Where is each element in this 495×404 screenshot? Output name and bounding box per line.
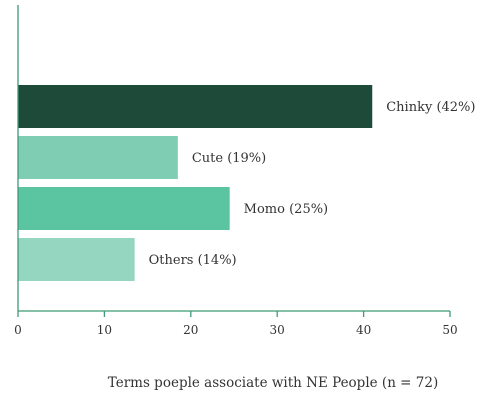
bar-label-others: Others (14%) (149, 253, 237, 268)
bar-chinky (18, 85, 373, 128)
bar-labels-layer: Chinky (42%) Cute (19%) Momo (25%) Others (… (149, 100, 476, 268)
bar-cute (18, 136, 178, 179)
bar-label-chinky: Chinky (42%) (386, 100, 475, 115)
x-tick-label-50: 50 (442, 323, 457, 337)
x-tick-label-10: 10 (97, 323, 112, 337)
x-axis-title: Terms poeple associate with NE People (n… (108, 375, 438, 391)
bar-label-cute: Cute (19%) (192, 151, 266, 166)
ticks-layer: 0 10 20 30 40 50 (14, 311, 458, 337)
bar-momo (18, 187, 230, 230)
x-tick-label-30: 30 (270, 323, 285, 337)
bar-others (18, 238, 135, 281)
x-tick-label-20: 20 (183, 323, 198, 337)
bar-label-momo: Momo (25%) (244, 202, 328, 217)
x-tick-label-40: 40 (356, 323, 371, 337)
axes-layer (17, 5, 450, 312)
bars-layer (18, 85, 373, 281)
x-tick-label-0: 0 (14, 323, 22, 337)
